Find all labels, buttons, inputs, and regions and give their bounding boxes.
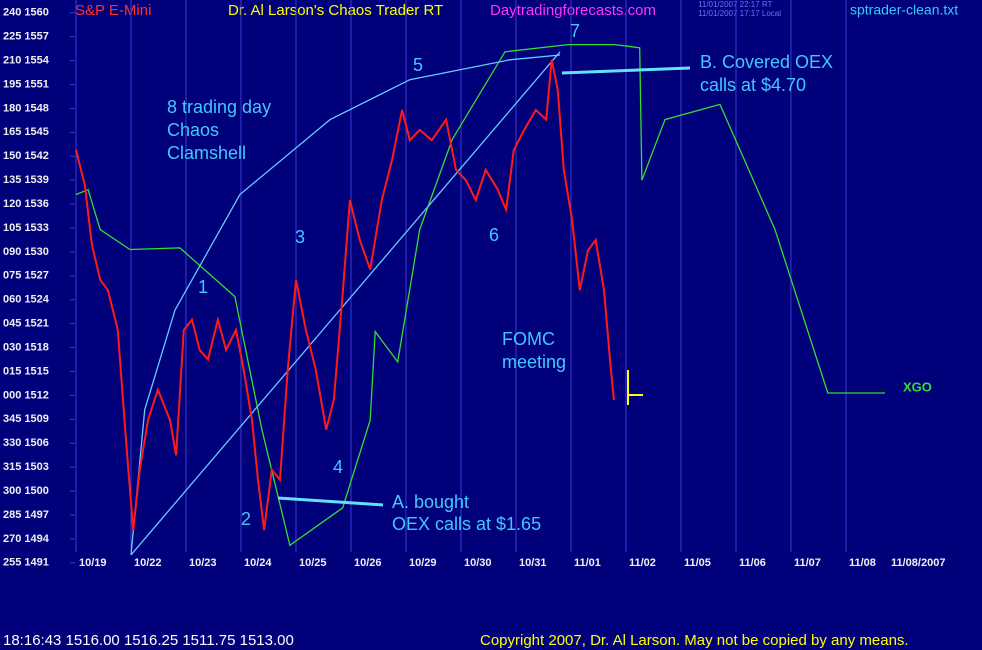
series-line [75,43,885,547]
y-tick-label: 240 1560 [3,7,49,19]
symbol: S&P E-Mini [75,2,151,19]
y-tick-label: 000 1512 [3,389,49,401]
annotation: OEX calls at $1.65 [392,514,541,534]
x-tick-label: 11/08 [849,557,876,569]
series-line [130,54,561,555]
y-tick-label: 210 1554 [3,54,50,66]
end-label: XGO [903,379,932,394]
y-tick-label: 195 1551 [3,78,49,90]
x-tick-label: 11/06 [739,557,766,569]
x-tick-label: 10/26 [354,557,382,569]
y-tick-label: 315 1503 [3,461,49,473]
y-tick-label: 225 1557 [3,31,49,43]
website: Daytradingforecasts.com [490,2,656,19]
pointer-line [277,496,384,507]
annotation: 1 [198,277,208,297]
y-tick-label: 015 1515 [3,365,49,377]
series-line [130,51,561,556]
x-tick-label: 10/30 [464,557,492,569]
annotation: 3 [295,227,305,247]
annotation: FOMC [502,329,555,349]
y-tick-label: 345 1509 [3,413,49,425]
x-tick-label: 10/22 [134,557,162,569]
timestamp: 11/01/2007 22:17 RT [698,0,773,9]
annotation: 7 [570,21,580,41]
annotation: 6 [489,225,499,245]
annotation: Clamshell [167,143,246,163]
x-tick-label: 11/05 [684,557,711,569]
copyright: Copyright 2007, Dr. Al Larson. May not b… [480,632,909,649]
chart-title: Dr. Al Larson's Chaos Trader RT [228,2,443,19]
annotation: A. bought [392,492,469,512]
x-tick-label: 10/29 [409,557,437,569]
y-tick-label: 135 1539 [3,174,49,186]
x-tick-label: 10/23 [189,557,217,569]
y-tick-label: 060 1524 [3,294,50,306]
y-tick-label: 030 1518 [3,341,49,353]
y-tick-label: 075 1527 [3,270,49,282]
series-line [75,59,615,531]
annotation: 5 [413,55,423,75]
y-tick-label: 300 1500 [3,485,49,497]
y-tick-label: 120 1536 [3,198,49,210]
y-tick-label: 330 1506 [3,437,49,449]
y-tick-label: 105 1533 [3,222,49,234]
annotation: Chaos [167,120,219,140]
x-tick-label: 10/19 [79,557,107,569]
y-tick-label: 255 1491 [3,557,49,569]
x-tick-label: 10/24 [244,557,272,569]
x-tick-label: 11/07 [794,557,821,569]
annotation: calls at $4.70 [700,75,806,95]
pointer-line [561,66,691,75]
y-tick-label: 180 1548 [3,102,49,114]
y-tick-label: 165 1545 [3,126,49,138]
timestamp: 11/01/2007 17:17 Local [698,9,781,18]
filename: sptrader-clean.txt [850,2,958,18]
y-tick-label: 285 1497 [3,509,49,521]
y-tick-label: 270 1494 [3,533,50,545]
x-tick-label: 10/31 [519,557,547,569]
x-tick-label: 11/01 [574,557,601,569]
x-end-label: 11/08/2007 [891,557,945,569]
annotation: meeting [502,352,566,372]
status-line: 18:16:43 1516.00 1516.25 1511.75 1513.00 [3,632,294,649]
y-tick-label: 090 1530 [3,246,49,258]
y-tick-label: 150 1542 [3,150,49,162]
annotation: 4 [333,457,343,477]
annotation: 8 trading day [167,97,271,117]
annotation: B. Covered OEX [700,52,833,72]
y-tick-label: 045 1521 [3,318,49,330]
x-tick-label: 11/02 [629,557,656,569]
annotation: 2 [241,509,251,529]
x-tick-label: 10/25 [299,557,327,569]
